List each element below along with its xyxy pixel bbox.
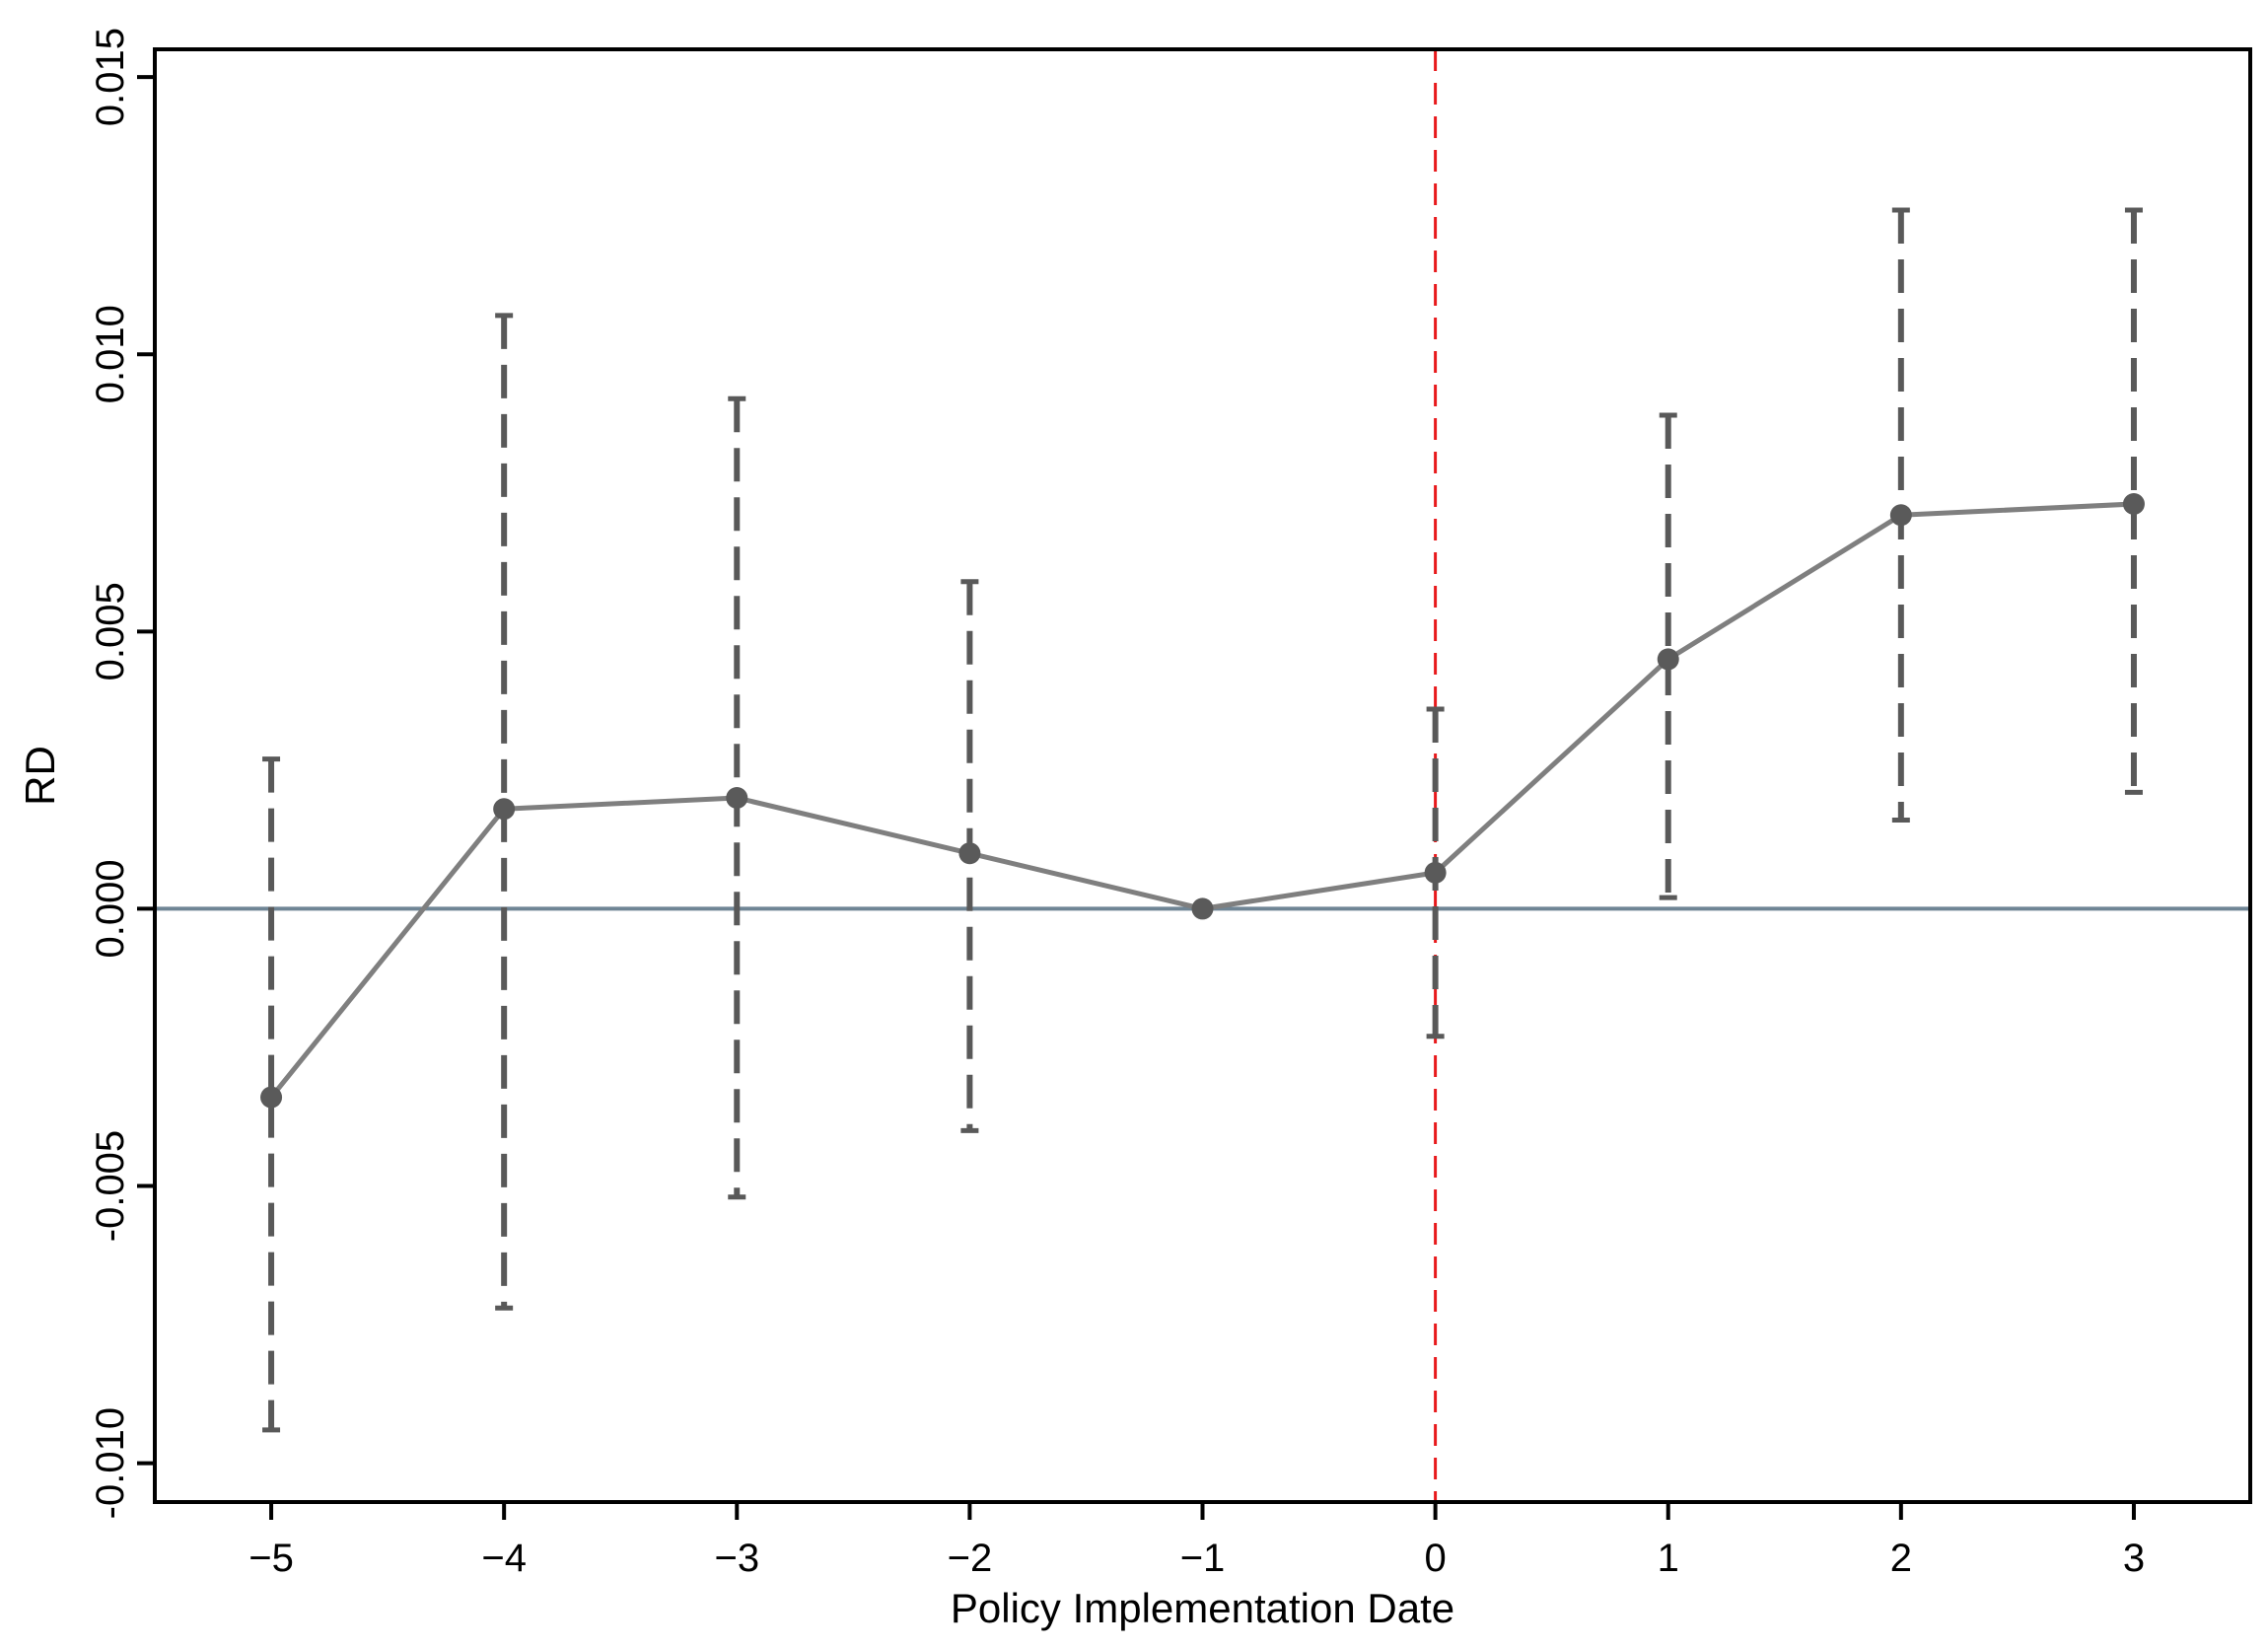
y-axis-title: RD	[17, 746, 63, 806]
error-bar	[1659, 412, 1677, 900]
x-tick-label: −5	[248, 1537, 294, 1580]
plot-frame	[153, 47, 2252, 1504]
data-point	[1889, 504, 1912, 527]
reference-lines	[155, 49, 2250, 1502]
x-tick-label: −1	[1180, 1537, 1226, 1580]
data-point	[1424, 861, 1447, 884]
data-point	[1191, 897, 1214, 920]
y-axis: -0.010 -0.005 0.000 0.005 0.010 0.015	[89, 28, 155, 1519]
x-tick-label: 3	[2123, 1537, 2145, 1580]
data-point	[2122, 493, 2145, 516]
y-tick-label: 0.005	[89, 582, 132, 681]
x-tick-label: −4	[481, 1537, 527, 1580]
x-tick-label: −2	[948, 1537, 993, 1580]
data-point	[726, 786, 748, 809]
y-tick-label: 0.015	[89, 28, 132, 126]
y-tick-label: -0.005	[89, 1130, 132, 1242]
x-tick-label: 2	[1890, 1537, 1912, 1580]
error-bar	[2124, 207, 2143, 795]
error-bars	[262, 207, 2143, 1433]
x-axis-title: Policy Implementation Date	[951, 1585, 1454, 1631]
x-tick-label: 1	[1658, 1537, 1679, 1580]
data-point	[958, 842, 981, 865]
data-point	[1657, 648, 1679, 671]
data-points	[260, 493, 2145, 1109]
series-line-group	[269, 501, 2135, 1100]
error-bar	[262, 756, 281, 1433]
data-point	[260, 1086, 283, 1109]
y-tick-label: -0.010	[89, 1407, 132, 1519]
x-axis: −5 −4 −3 −2 −1 0 1 2 3	[248, 1502, 2145, 1580]
y-tick-label: 0.000	[89, 859, 132, 958]
x-tick-label: 0	[1424, 1537, 1446, 1580]
x-tick-label: −3	[714, 1537, 759, 1580]
data-point	[493, 798, 516, 821]
series-line	[269, 501, 2135, 1100]
y-tick-label: 0.010	[89, 305, 132, 403]
